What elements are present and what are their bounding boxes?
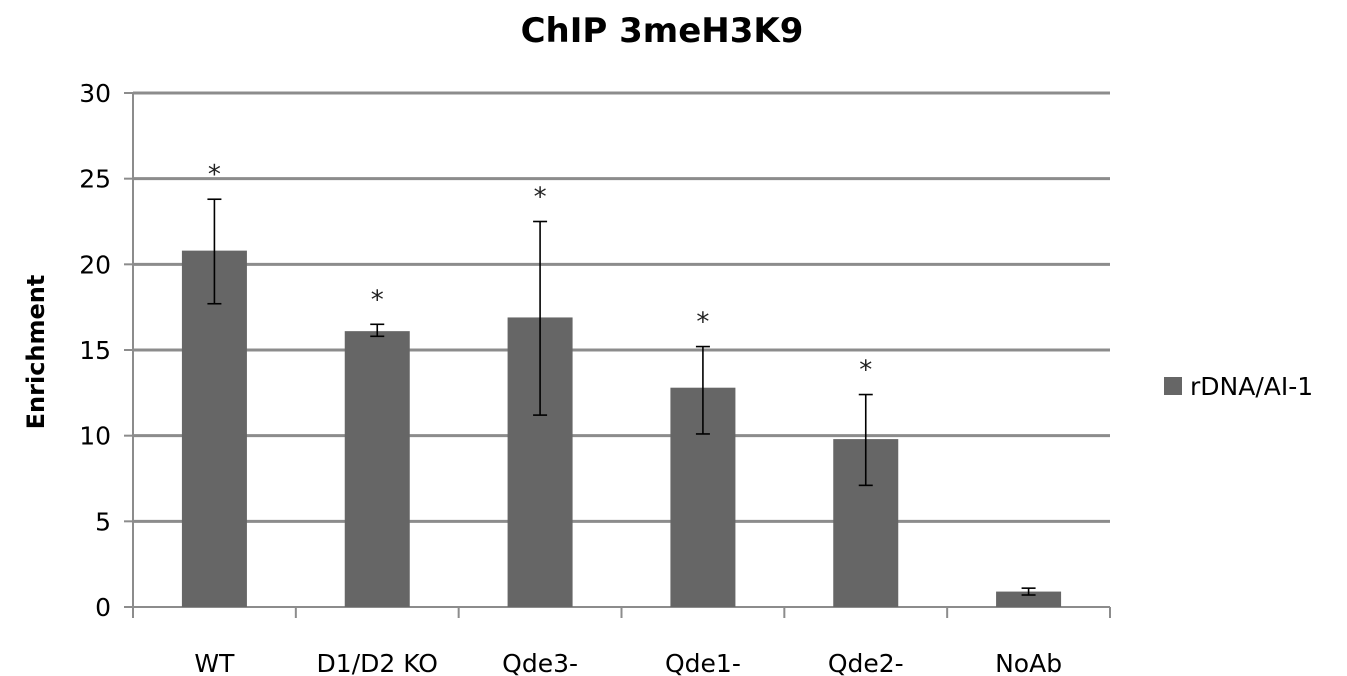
x-tick-label: NoAb <box>995 649 1062 676</box>
significance-star: * <box>696 308 709 338</box>
x-tick-labels: WT D1/D2 KO Qde3- Qde1- Qde2- NoAb <box>194 649 1062 676</box>
legend-label: rDNA/AI-1 <box>1190 372 1313 401</box>
x-tick-label: WT <box>194 649 235 676</box>
y-tick-labels: 0 5 10 15 20 25 30 <box>79 79 111 622</box>
gridlines <box>133 91 1110 523</box>
y-axis-label: Enrichment <box>22 275 50 430</box>
legend-swatch <box>1164 377 1182 395</box>
y-tick-label: 5 <box>95 507 111 536</box>
bar <box>344 331 410 607</box>
x-tick-label: Qde3- <box>502 649 578 676</box>
significance-star: * <box>208 160 221 190</box>
x-tick-label: Qde2- <box>828 649 904 676</box>
x-tick-label: Qde1- <box>665 649 741 676</box>
significance-star: * <box>371 285 384 315</box>
y-tick-label: 25 <box>79 165 111 194</box>
bars <box>181 250 1062 608</box>
y-tick-label: 20 <box>79 250 111 279</box>
bar <box>181 250 247 608</box>
error-bars <box>207 198 1036 596</box>
significance-markers: * * * * * <box>208 160 872 385</box>
y-tick-label: 0 <box>95 593 111 622</box>
bar <box>996 591 1062 607</box>
y-tick-label: 10 <box>79 422 111 451</box>
legend: rDNA/AI-1 <box>1164 372 1313 401</box>
significance-star: * <box>534 183 547 213</box>
chart-title: ChIP 3meH3K9 <box>521 11 804 51</box>
y-tick-label: 30 <box>79 79 111 108</box>
y-tick-label: 15 <box>79 336 111 365</box>
significance-star: * <box>859 356 872 386</box>
x-tick-label: D1/D2 KO <box>317 649 438 676</box>
axes <box>124 92 1111 618</box>
